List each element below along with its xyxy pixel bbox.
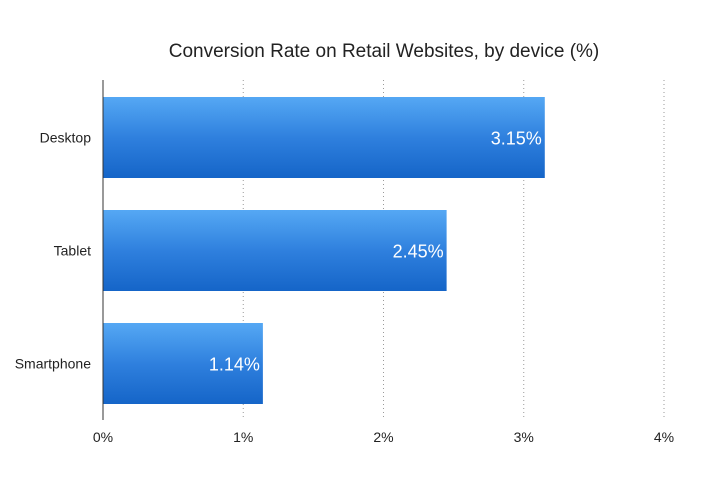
bar-desktop	[103, 97, 545, 178]
bar-smartphone	[103, 323, 263, 404]
data-label: 3.15%	[491, 129, 542, 149]
x-tick-label: 1%	[233, 429, 253, 445]
x-tick-label: 4%	[654, 429, 674, 445]
bars: 3.15% 2.45% 1.14%	[103, 97, 545, 404]
x-tick-label: 2%	[373, 429, 393, 445]
data-label: 1.14%	[209, 355, 260, 375]
category-label: Tablet	[54, 243, 91, 259]
axes: 0% 1% 2% 3% 4% Desktop Tablet Smartphone	[15, 80, 674, 445]
bar-tablet	[103, 210, 447, 291]
category-label: Desktop	[40, 130, 92, 146]
category-label: Smartphone	[15, 356, 91, 372]
data-label: 2.45%	[393, 242, 444, 262]
x-tick-label: 0%	[93, 429, 113, 445]
x-tick-label: 3%	[514, 429, 534, 445]
chart-title: Conversion Rate on Retail Websites, by d…	[169, 41, 600, 62]
